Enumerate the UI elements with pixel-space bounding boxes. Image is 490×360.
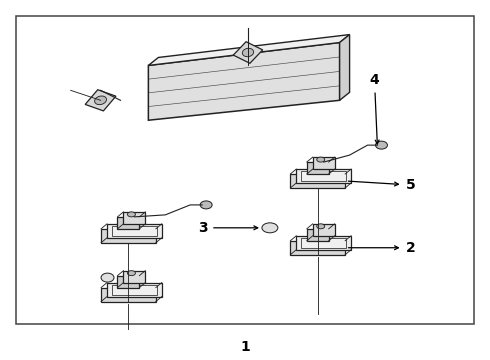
Ellipse shape: [200, 201, 212, 209]
Polygon shape: [118, 217, 140, 229]
Polygon shape: [101, 288, 156, 302]
Polygon shape: [307, 229, 329, 241]
Polygon shape: [112, 285, 157, 294]
Polygon shape: [118, 276, 140, 288]
Ellipse shape: [127, 271, 135, 276]
Text: 4: 4: [369, 73, 379, 144]
Polygon shape: [340, 35, 349, 100]
Ellipse shape: [243, 48, 254, 57]
Polygon shape: [101, 229, 156, 243]
Polygon shape: [301, 238, 346, 248]
Text: 3: 3: [198, 221, 258, 235]
Polygon shape: [148, 35, 349, 66]
Polygon shape: [107, 283, 162, 297]
Text: 2: 2: [348, 241, 415, 255]
Text: 5: 5: [348, 178, 415, 192]
Polygon shape: [148, 42, 340, 120]
Polygon shape: [296, 236, 351, 250]
Polygon shape: [296, 169, 351, 183]
Ellipse shape: [95, 96, 106, 105]
Ellipse shape: [262, 223, 278, 233]
Polygon shape: [290, 174, 345, 188]
Polygon shape: [301, 171, 346, 181]
Polygon shape: [313, 157, 335, 169]
Polygon shape: [290, 241, 345, 255]
Ellipse shape: [127, 212, 135, 217]
Polygon shape: [85, 90, 116, 111]
Polygon shape: [307, 162, 329, 174]
Polygon shape: [107, 224, 162, 238]
Polygon shape: [233, 42, 263, 63]
Ellipse shape: [317, 157, 325, 162]
Polygon shape: [112, 226, 157, 236]
Polygon shape: [313, 224, 335, 236]
Polygon shape: [123, 212, 146, 224]
Text: 1: 1: [240, 340, 250, 354]
Ellipse shape: [317, 224, 325, 229]
Bar: [16, 15, 474, 324]
Polygon shape: [123, 271, 146, 283]
Ellipse shape: [375, 141, 388, 149]
Ellipse shape: [101, 273, 114, 282]
